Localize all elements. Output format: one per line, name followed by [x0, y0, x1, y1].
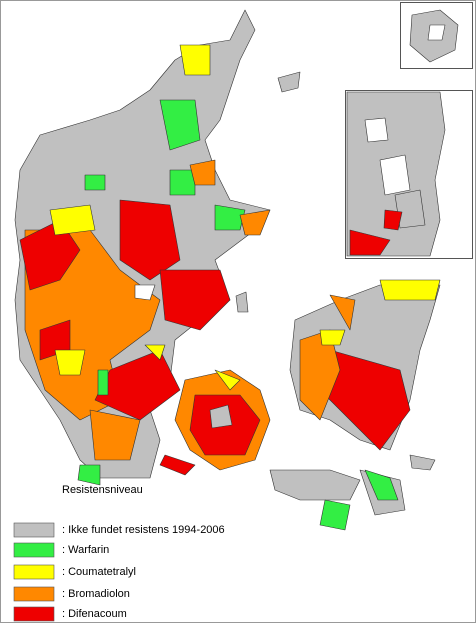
region — [97, 369, 109, 396]
region — [169, 169, 196, 196]
region — [319, 329, 346, 346]
legend: Resistensniveau : Ikke fundet resistens … — [13, 484, 225, 622]
region — [89, 409, 141, 461]
legend-label: : Warfarin — [62, 544, 109, 556]
inset-copenhagen — [345, 90, 473, 259]
region — [239, 209, 271, 236]
region — [379, 154, 411, 196]
region — [159, 269, 231, 331]
region — [144, 344, 166, 361]
legend-swatch — [13, 564, 55, 580]
region — [84, 174, 106, 191]
region — [54, 349, 86, 376]
island — [409, 454, 436, 471]
region — [77, 464, 101, 486]
legend-label: : Difenacoum — [62, 608, 127, 620]
region — [364, 469, 399, 501]
region — [364, 117, 389, 143]
inset-bornholm — [400, 2, 473, 69]
region — [134, 284, 156, 301]
region — [214, 204, 246, 231]
island — [159, 454, 196, 476]
legend-swatch — [13, 542, 55, 558]
region — [349, 229, 391, 256]
lolland — [269, 469, 361, 501]
region — [159, 99, 201, 151]
region — [49, 204, 96, 236]
region — [379, 279, 441, 301]
region — [383, 209, 403, 231]
region — [319, 499, 351, 531]
region — [427, 24, 446, 41]
legend-label: : Bromadiolon — [62, 588, 130, 600]
legend-label: : Coumatetralyl — [62, 566, 136, 578]
region — [179, 44, 211, 76]
legend-swatch — [13, 522, 55, 538]
legend-swatch — [13, 606, 55, 622]
legend-title: Resistensniveau — [62, 484, 143, 496]
region — [94, 349, 181, 421]
legend-swatch — [13, 586, 55, 602]
region — [189, 159, 216, 186]
legend-label: : Ikke fundet resistens 1994-2006 — [62, 524, 225, 536]
region — [214, 369, 241, 391]
island — [235, 291, 249, 313]
region — [329, 294, 356, 331]
map — [14, 9, 441, 531]
island — [277, 71, 301, 93]
region — [209, 404, 233, 429]
